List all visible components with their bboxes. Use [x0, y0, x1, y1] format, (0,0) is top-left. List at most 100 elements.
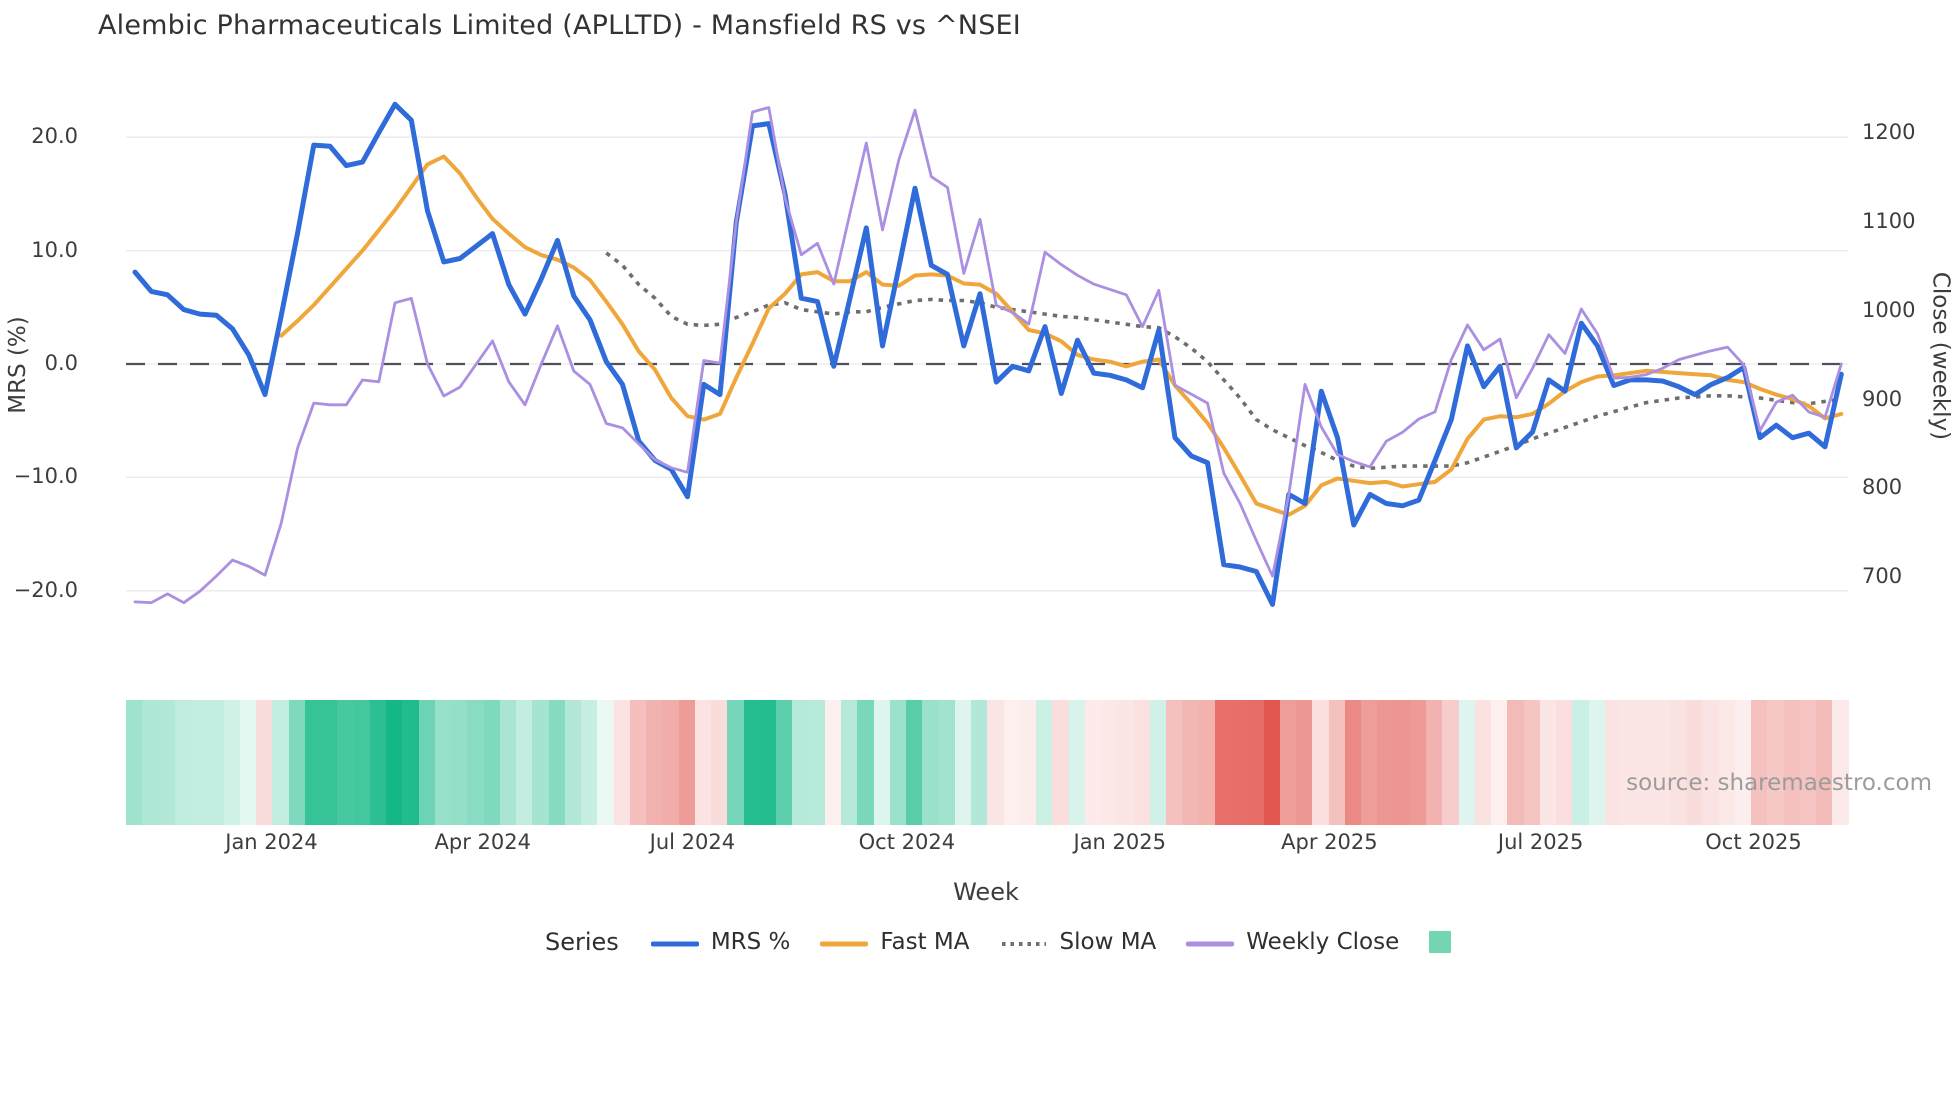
heatmap-cell — [1523, 700, 1541, 825]
heatmap-cell — [418, 700, 436, 825]
fast-ma-swatch-icon — [819, 929, 869, 955]
heatmap-cell — [1604, 700, 1622, 825]
heatmap-cell — [499, 700, 517, 825]
heatmap-cell — [646, 700, 663, 825]
heatmap-cell — [1133, 700, 1151, 825]
heatmap-cell — [142, 700, 160, 825]
heatmap-cell — [369, 700, 387, 825]
heatmap-cell — [906, 700, 923, 825]
heatmap-cell — [1052, 700, 1070, 825]
left-axis-tick-label: 0.0 — [44, 351, 78, 375]
legend-item: Slow MA — [1000, 929, 1156, 955]
heatmap-cell — [1344, 700, 1362, 825]
left-axis-tick-label: −20.0 — [13, 577, 78, 602]
heatmap-cell — [191, 700, 208, 825]
x-axis-tick-label: Apr 2025 — [1281, 830, 1378, 854]
heatmap-cell — [954, 700, 972, 825]
heatmap-cell — [581, 700, 598, 825]
heatmap-cell — [1832, 700, 1850, 825]
heatmap-cell — [1101, 700, 1118, 825]
heatmap-cell — [1296, 700, 1313, 825]
heatmap-strip — [126, 700, 1850, 825]
heatmap-cell — [402, 700, 420, 825]
heatmap-cell — [1198, 700, 1216, 825]
heatmap-cell — [434, 700, 452, 825]
legend-label: Weekly Close — [1246, 929, 1400, 955]
heatmap-cell — [662, 700, 680, 825]
heatmap-cell — [694, 700, 712, 825]
heatmap-cell — [1149, 700, 1167, 825]
right-axis-tick-label: 800 — [1862, 475, 1903, 500]
heatmap-cell — [792, 700, 810, 825]
heatmap-cell — [1377, 700, 1395, 825]
x-axis-tick-label: Jan 2025 — [1073, 830, 1167, 854]
series-line-mrs- — [132, 101, 1844, 607]
heatmap-cell — [1166, 700, 1183, 825]
x-axis-tick-label: Jan 2024 — [225, 830, 318, 854]
heatmap-cell — [1426, 700, 1443, 825]
heatmap-cell — [564, 700, 582, 825]
legend-item: MRS % — [650, 929, 790, 955]
x-axis-title: Week — [953, 878, 1019, 906]
slow-ma-swatch-icon — [1000, 929, 1048, 955]
heatmap-cell — [1084, 700, 1102, 825]
heatmap-cell — [1214, 700, 1232, 825]
legend-title: Series — [545, 928, 619, 956]
legend: Series MRS % Fast MA Slow MA Weekly Close — [545, 924, 1452, 960]
heatmap-cell — [1036, 700, 1053, 825]
heatmap-cell — [1361, 700, 1378, 825]
heatmap-cell — [873, 700, 891, 825]
heatmap-cell — [239, 700, 257, 825]
x-axis-tick-label: Oct 2025 — [1705, 830, 1802, 854]
heatmap-cell — [256, 700, 273, 825]
heatmap-cell — [1393, 700, 1411, 825]
heatmap-cell — [174, 700, 192, 825]
heatmap-cell — [629, 700, 647, 825]
heatmap-cell — [548, 700, 566, 825]
heatmap-cell — [857, 700, 875, 825]
heatmap-cell — [759, 700, 777, 825]
heatmap-cell — [824, 700, 842, 825]
heatmap-cell — [451, 700, 468, 825]
heatmap-cell — [1458, 700, 1476, 825]
x-axis-tick-label: Oct 2024 — [858, 830, 956, 854]
heatmap-cell — [776, 700, 793, 825]
heatmap-cell — [126, 700, 143, 825]
heatmap-cell — [1068, 700, 1086, 825]
heatmap-cell — [1621, 700, 1638, 825]
heatmap-cell — [386, 700, 403, 825]
heatmap-cell — [337, 700, 355, 825]
series-line-fast-ma — [279, 154, 1844, 517]
source-note: source: sharemaestro.com — [1626, 770, 1932, 796]
heatmap-cell — [1474, 700, 1492, 825]
legend-label: Fast MA — [880, 929, 970, 955]
heatmap-cell — [841, 700, 858, 825]
left-axis-tick-label: −10.0 — [13, 464, 78, 489]
heatmap-cell — [711, 700, 728, 825]
heatmap-cell — [272, 700, 290, 825]
heatmap-cell — [1263, 700, 1281, 825]
heatmap-cell — [1637, 700, 1655, 825]
heatmap-cell — [1247, 700, 1265, 825]
left-axis-tick-label: 10.0 — [31, 237, 78, 262]
heatmap-cell — [1117, 700, 1135, 825]
x-axis-tick-label: Jul 2024 — [649, 830, 736, 854]
heatmap-cell — [727, 700, 745, 825]
heatmap-cell — [1556, 700, 1573, 825]
heatmap-cell — [1507, 700, 1525, 825]
heatmap-cell — [1279, 700, 1297, 825]
right-axis-tick-label: 700 — [1862, 564, 1903, 588]
right-axis-tick-label: 1100 — [1862, 209, 1916, 233]
heatmap-cell — [288, 700, 306, 825]
heatmap-cell — [1816, 700, 1833, 825]
heatmap-cell — [597, 700, 615, 825]
heatmap-cell — [1539, 700, 1557, 825]
heatmap-cell — [1312, 700, 1330, 825]
heatmap-cell — [1409, 700, 1427, 825]
heatmap-cell — [743, 700, 761, 825]
heatmap-cell — [987, 700, 1005, 825]
series-line-slow-ma — [605, 251, 1842, 471]
heatmap-cell — [1231, 700, 1248, 825]
